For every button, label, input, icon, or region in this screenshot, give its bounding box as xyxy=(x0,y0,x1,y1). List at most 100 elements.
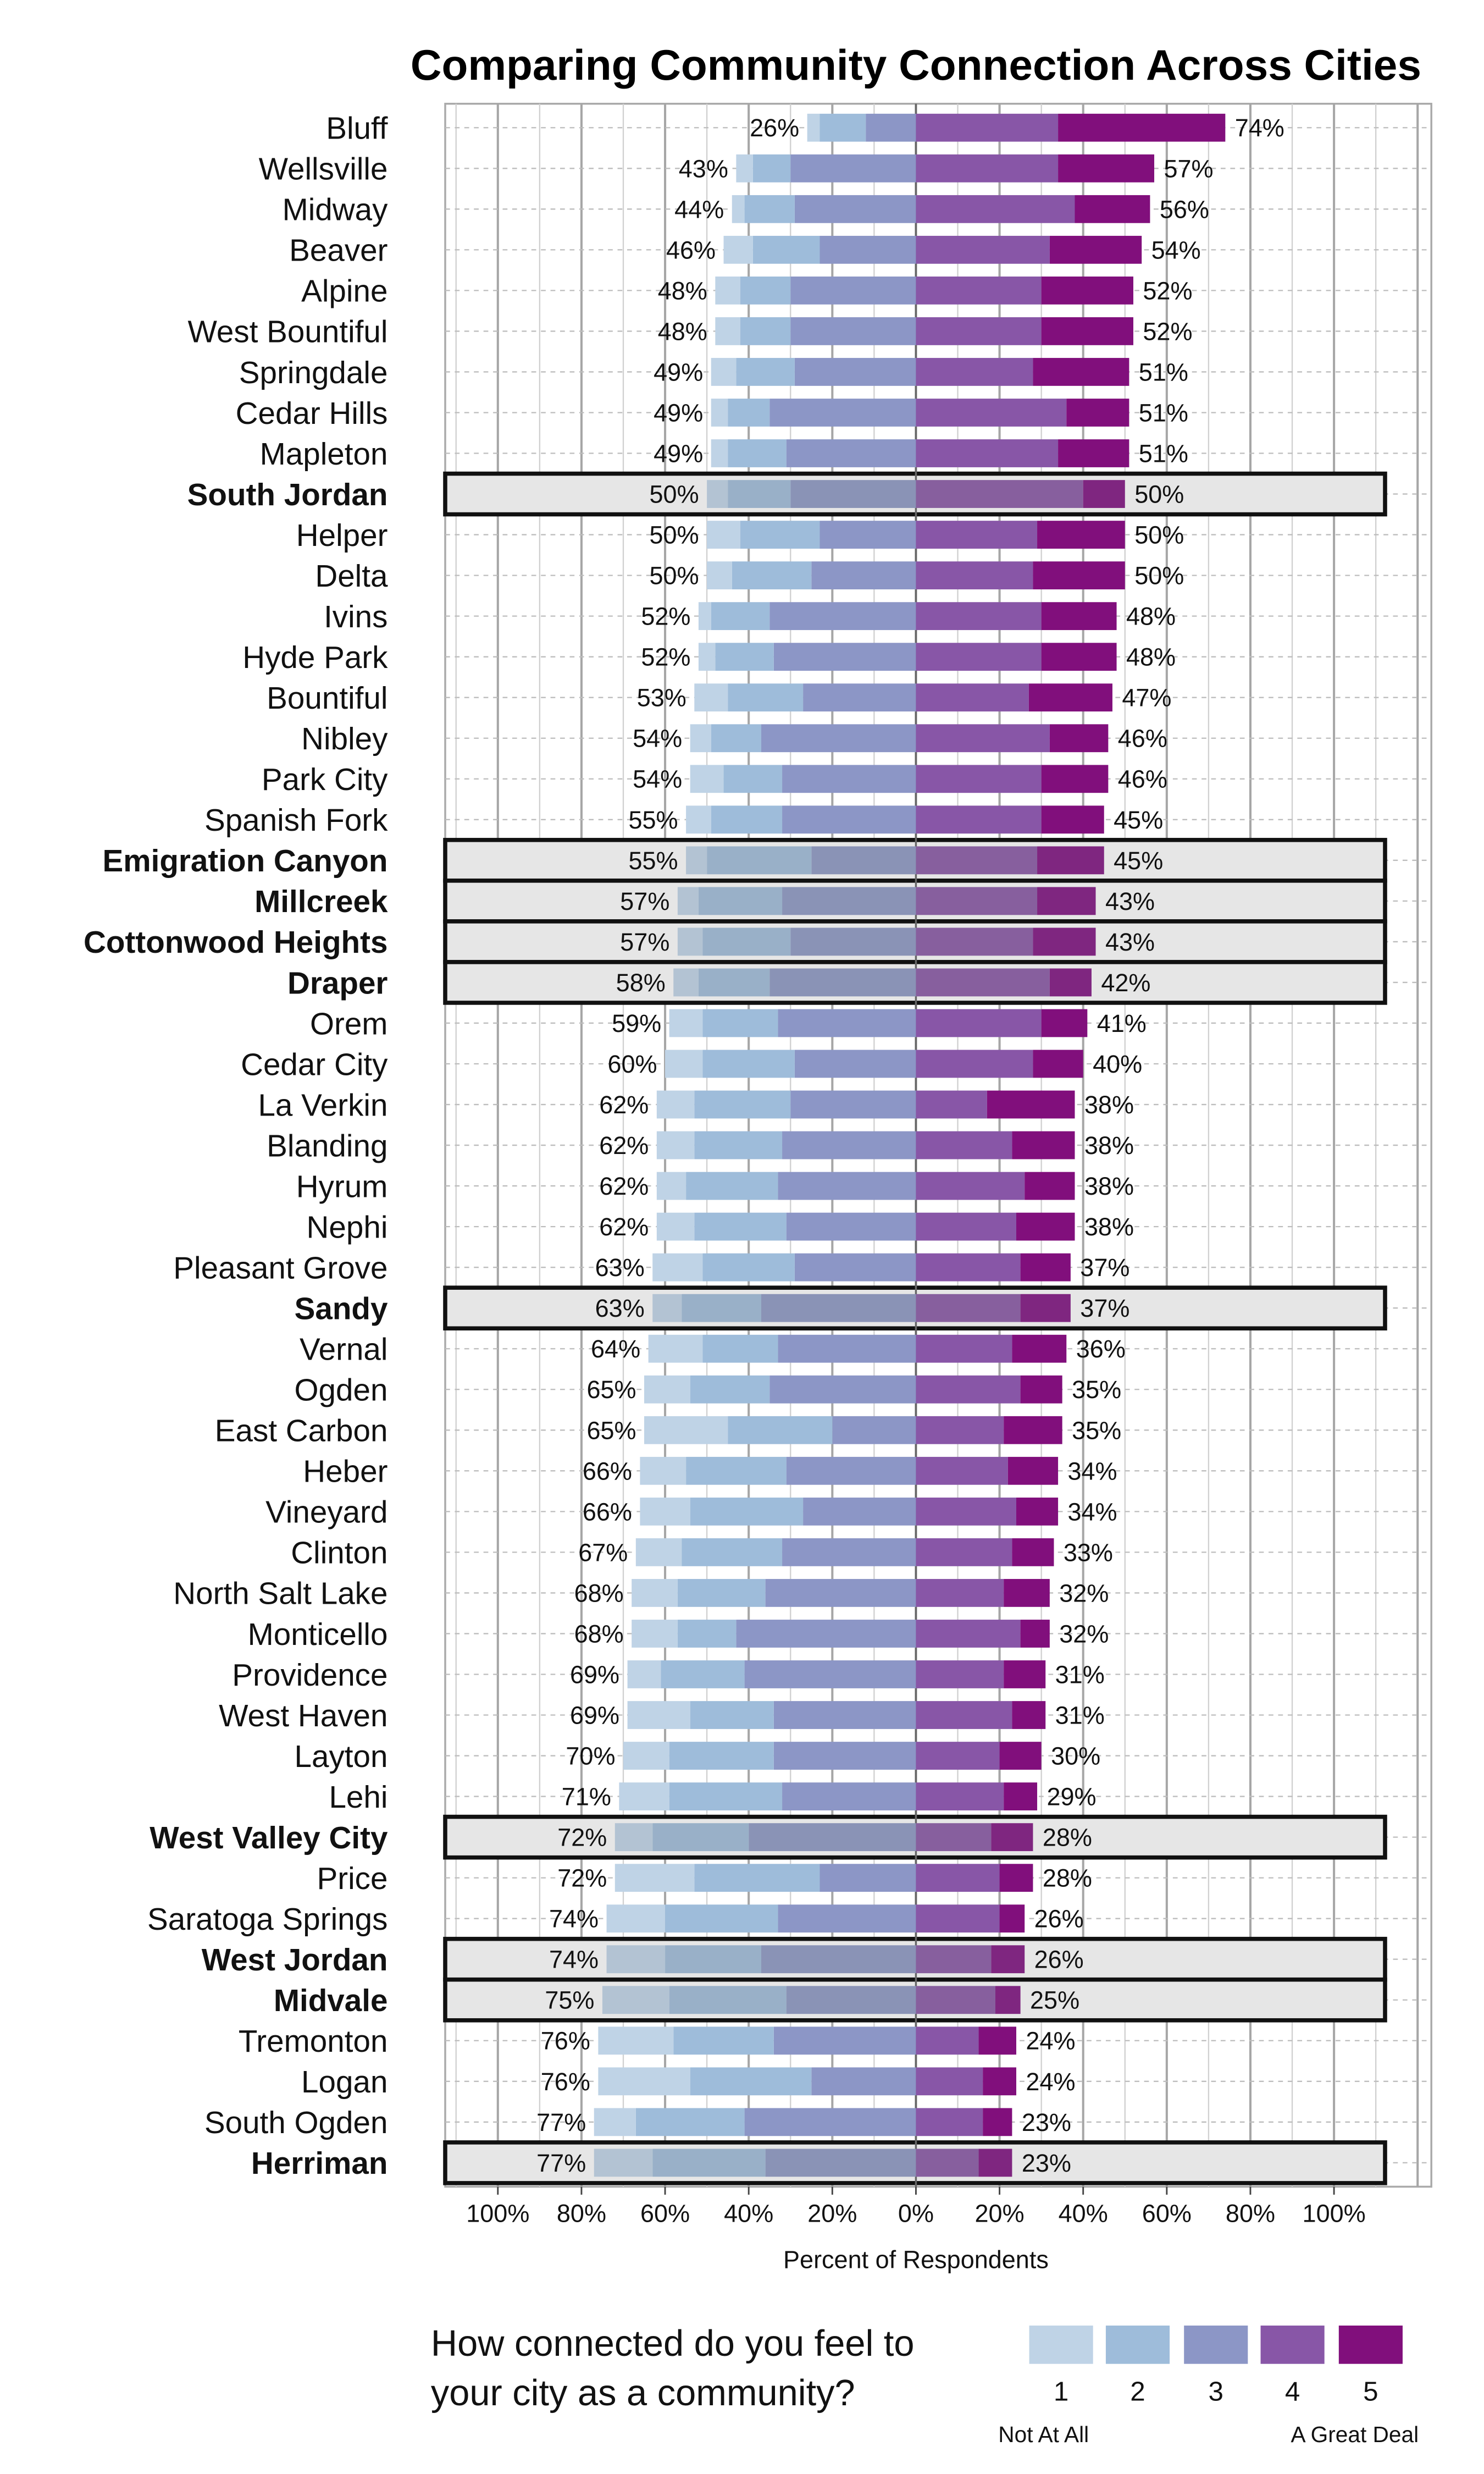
bar-segment-3 xyxy=(794,195,916,223)
bar-row: Emigration Canyon 55% 45% xyxy=(103,843,1164,878)
bar-segment-4 xyxy=(916,276,1042,305)
bar-segment-4 xyxy=(916,643,1042,671)
city-label: Ogden xyxy=(295,1373,388,1407)
bar-segment-4 xyxy=(916,1375,1021,1404)
left-total-label: 26% xyxy=(750,114,799,142)
bar-segment-1 xyxy=(723,235,753,264)
bar-segment-4 xyxy=(916,968,1050,997)
bar-segment-5 xyxy=(991,1823,1033,1852)
left-total-label: 72% xyxy=(557,1864,607,1892)
right-total-label: 48% xyxy=(1126,643,1176,671)
bar-segment-4 xyxy=(916,561,1033,590)
left-total-label: 74% xyxy=(549,1905,599,1933)
bar-segment-5 xyxy=(1037,846,1104,875)
bar-segment-1 xyxy=(614,1864,695,1892)
right-total-label: 37% xyxy=(1080,1253,1129,1282)
right-total-label: 26% xyxy=(1034,1905,1084,1933)
right-total-label: 45% xyxy=(1114,806,1163,834)
bar-segment-1 xyxy=(677,927,703,956)
bar-segment-5 xyxy=(1020,1294,1071,1322)
x-tick-label: 0% xyxy=(898,2199,934,2227)
bar-segment-4 xyxy=(916,1131,1012,1159)
bar-segment-4 xyxy=(916,154,1059,183)
bar-segment-5 xyxy=(1007,1456,1059,1485)
bar-segment-1 xyxy=(715,317,740,345)
right-total-label: 32% xyxy=(1059,1579,1109,1607)
city-label: Sandy xyxy=(295,1291,388,1326)
bar-segment-1 xyxy=(711,439,728,467)
bar-segment-5 xyxy=(1037,887,1096,915)
bar-segment-2 xyxy=(752,154,791,183)
bar-row: Cedar City 60% 40% xyxy=(241,1047,1142,1081)
bar-segment-4 xyxy=(916,113,1059,142)
city-label: Heber xyxy=(303,1454,387,1489)
city-label: West Haven xyxy=(219,1698,387,1733)
bar-row: Alpine 48% 52% xyxy=(301,274,1192,308)
x-tick-label: 100% xyxy=(1303,2199,1366,2227)
bar-row: Ivins 52% 48% xyxy=(324,599,1176,634)
bar-segment-2 xyxy=(723,765,783,793)
bar-row: Lehi 71% 29% xyxy=(329,1780,1096,1814)
bar-segment-5 xyxy=(987,1090,1075,1119)
right-total-label: 45% xyxy=(1114,847,1163,875)
bar-segment-1 xyxy=(677,887,699,915)
bar-segment-4 xyxy=(916,1172,1025,1200)
right-total-label: 40% xyxy=(1093,1050,1142,1078)
bar-row: East Carbon 65% 35% xyxy=(215,1413,1121,1448)
bar-segment-4 xyxy=(916,1782,1004,1810)
rows: Bluff 26% 74% Wellsville 43% 57% Midway 44% 56% B… xyxy=(84,111,1284,2181)
legend-title-line2: your city as a community? xyxy=(431,2373,855,2414)
right-total-label: 51% xyxy=(1139,439,1188,467)
bar-segment-5 xyxy=(1025,1172,1075,1200)
bar-segment-3 xyxy=(782,765,916,793)
bar-row: Hyde Park 52% 48% xyxy=(242,640,1176,675)
bar-segment-3 xyxy=(736,1620,916,1648)
bar-segment-3 xyxy=(866,113,916,142)
bar-segment-2 xyxy=(707,846,812,875)
right-total-label: 38% xyxy=(1084,1131,1134,1159)
right-total-label: 43% xyxy=(1105,887,1155,915)
bar-row: Cedar Hills 49% 51% xyxy=(236,396,1188,430)
bar-segment-5 xyxy=(1028,683,1112,712)
x-tick-label: 60% xyxy=(1142,2199,1192,2227)
left-total-label: 48% xyxy=(658,277,707,305)
city-label: Nibley xyxy=(301,721,388,756)
bar-segment-2 xyxy=(728,480,791,508)
bar-segment-1 xyxy=(652,1253,703,1282)
city-label: Blanding xyxy=(267,1128,387,1163)
bar-segment-1 xyxy=(644,1375,690,1404)
bar-segment-1 xyxy=(698,643,716,671)
bar-segment-3 xyxy=(794,1050,916,1078)
bar-segment-3 xyxy=(773,1701,916,1729)
bar-row: Bountiful 53% 47% xyxy=(267,681,1171,715)
bar-segment-2 xyxy=(732,561,812,590)
left-total-label: 62% xyxy=(599,1213,649,1241)
bar-segment-2 xyxy=(711,602,770,631)
left-total-label: 48% xyxy=(658,317,707,345)
bar-segment-2 xyxy=(652,2149,766,2177)
bar-segment-1 xyxy=(594,2108,636,2136)
bar-segment-1 xyxy=(656,1172,686,1200)
city-label: Wellsville xyxy=(259,152,388,186)
city-label: Delta xyxy=(315,559,388,593)
left-total-label: 60% xyxy=(607,1050,657,1078)
bar-segment-2 xyxy=(669,1742,774,1770)
right-total-label: 38% xyxy=(1084,1091,1134,1119)
bar-segment-4 xyxy=(916,683,1029,712)
bar-segment-5 xyxy=(1058,113,1226,142)
right-total-label: 52% xyxy=(1143,277,1192,305)
bar-segment-5 xyxy=(1020,1375,1062,1404)
bar-segment-3 xyxy=(744,2108,916,2136)
bar-row: Delta 50% 50% xyxy=(315,559,1184,593)
bar-segment-2 xyxy=(690,1701,774,1729)
city-label: Vineyard xyxy=(265,1495,387,1529)
bar-segment-1 xyxy=(619,1782,669,1810)
bar-segment-2 xyxy=(665,1904,778,1933)
bar-segment-3 xyxy=(790,276,916,305)
bar-segment-5 xyxy=(1004,1660,1046,1688)
bar-segment-2 xyxy=(686,1456,787,1485)
left-total-label: 58% xyxy=(616,969,666,997)
bar-row: Saratoga Springs 74% 26% xyxy=(147,1902,1084,1936)
bar-segment-2 xyxy=(690,1497,804,1526)
